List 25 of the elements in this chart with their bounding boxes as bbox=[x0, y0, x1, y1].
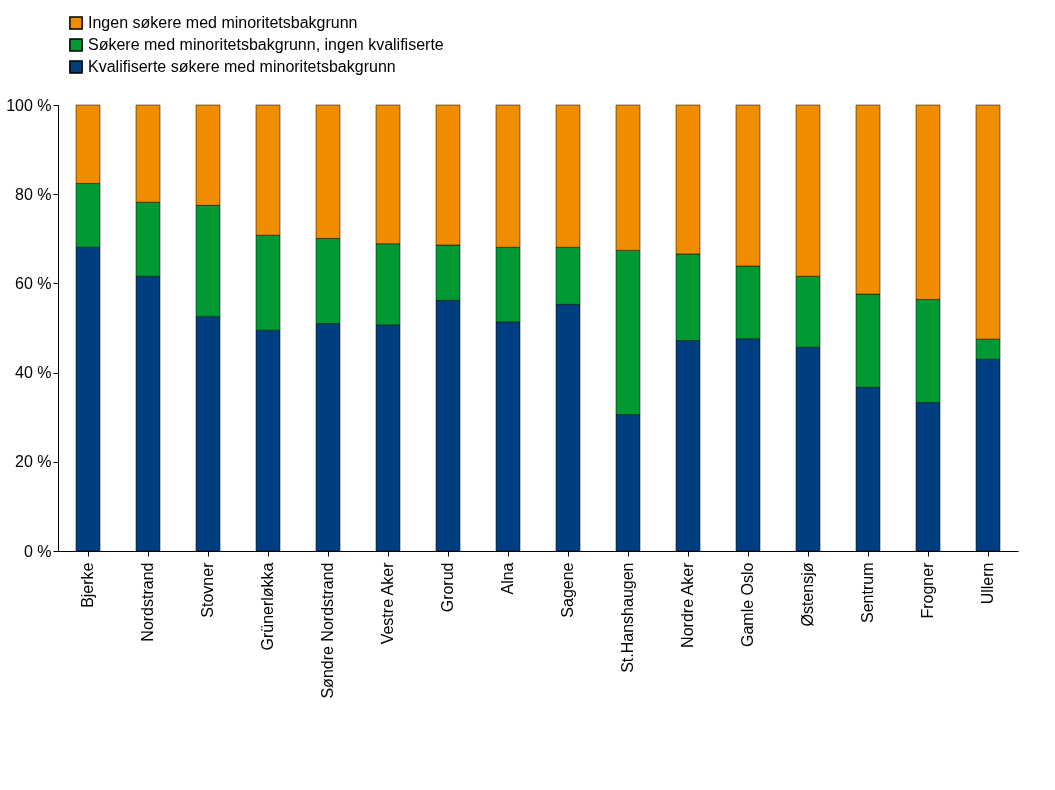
legend-label: Ingen søkere med minoritetsbakgrunn bbox=[88, 14, 358, 31]
x-tick-label: Alna bbox=[499, 562, 516, 595]
x-tick-label: Ullern bbox=[979, 562, 996, 605]
y-tick-label: 100 % bbox=[6, 96, 52, 114]
y-tick-label: 0 % bbox=[23, 542, 52, 560]
x-tick-label: Grünerløkka bbox=[259, 562, 276, 651]
x-tick-label: Grorud bbox=[439, 562, 456, 613]
legend-label: Søkere med minoritetsbakgrunn, ingen kvalifiserte bbox=[88, 36, 444, 53]
x-tick-label: Vestre Aker bbox=[379, 561, 396, 645]
x-tick-label: St.Hanshaugen bbox=[619, 562, 636, 673]
x-tick-label: Sentrum bbox=[859, 562, 876, 623]
y-tick-label: 80 % bbox=[15, 185, 52, 203]
x-tick-label: Stovner bbox=[199, 561, 216, 618]
x-tick-label: Nordre Aker bbox=[679, 561, 696, 648]
y-tick-label: 20 % bbox=[15, 453, 52, 471]
y-tick-label: 40 % bbox=[15, 364, 52, 382]
y-tick-label: 60 % bbox=[15, 274, 52, 292]
x-tick-label: Østensjø bbox=[799, 562, 816, 627]
x-tick-label: Gamle Oslo bbox=[739, 562, 756, 647]
x-tick-label: Bjerke bbox=[79, 562, 96, 608]
legend-label: Kvalifiserte søkere med minoritetsbakgrunn bbox=[88, 58, 396, 75]
x-tick-label: Sagene bbox=[559, 562, 576, 618]
x-tick-label: Nordstrand bbox=[139, 562, 156, 642]
x-tick-label: Frogner bbox=[919, 561, 936, 619]
x-tick-label: Søndre Nordstrand bbox=[319, 562, 336, 699]
